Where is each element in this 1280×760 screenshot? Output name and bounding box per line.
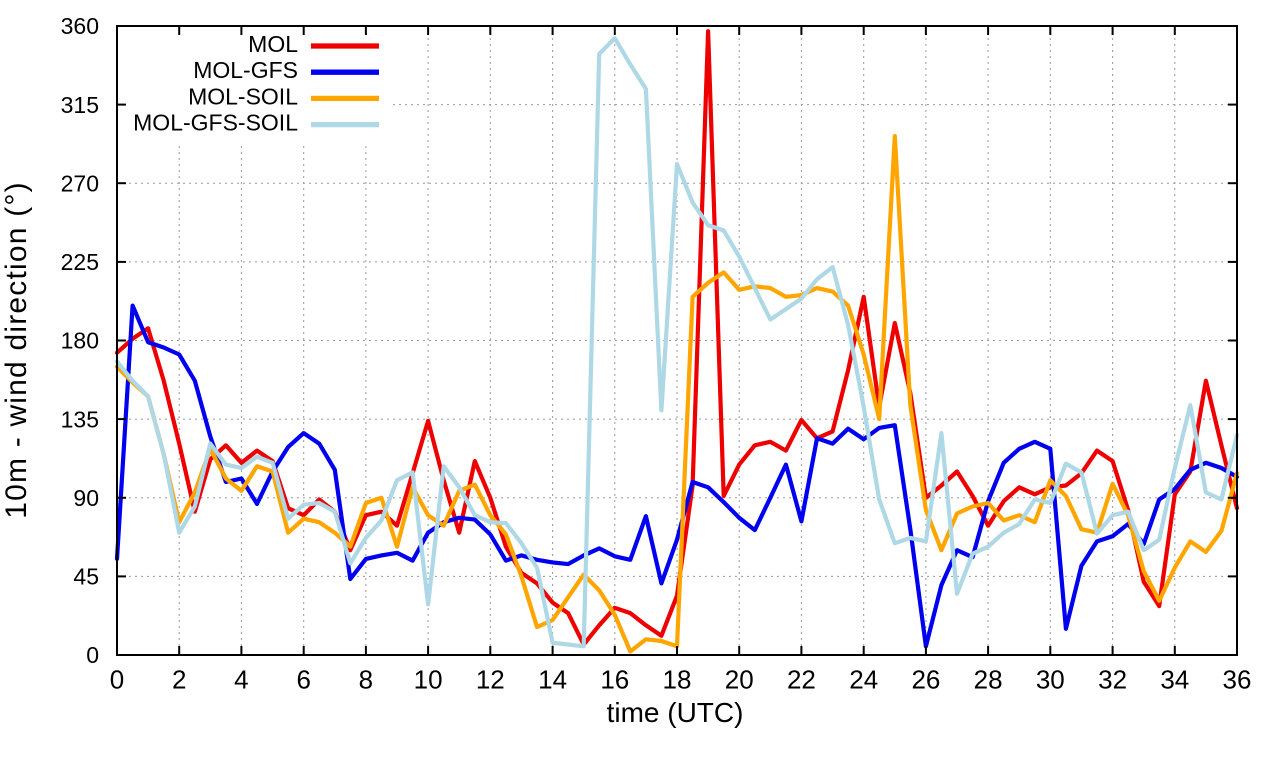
svg-text:4: 4 [234,665,248,695]
svg-text:12: 12 [476,665,505,695]
svg-text:36: 36 [1223,665,1252,695]
svg-text:28: 28 [974,665,1003,695]
svg-text:6: 6 [296,665,310,695]
svg-text:18: 18 [663,665,692,695]
svg-text:time (UTC): time (UTC) [607,697,744,728]
svg-text:8: 8 [359,665,373,695]
svg-text:34: 34 [1160,665,1189,695]
svg-text:360: 360 [61,13,99,39]
svg-text:26: 26 [911,665,940,695]
svg-text:315: 315 [61,92,99,118]
svg-text:14: 14 [538,665,567,695]
svg-text:MOL-GFS: MOL-GFS [193,57,298,83]
svg-text:0: 0 [86,642,99,668]
svg-text:MOL-GFS-SOIL: MOL-GFS-SOIL [133,110,298,136]
svg-text:10: 10 [414,665,443,695]
svg-text:22: 22 [787,665,816,695]
svg-text:45: 45 [73,564,99,590]
svg-text:20: 20 [725,665,754,695]
svg-text:32: 32 [1098,665,1127,695]
svg-text:24: 24 [849,665,878,695]
svg-text:90: 90 [73,485,99,511]
svg-text:2: 2 [172,665,186,695]
svg-text:180: 180 [61,328,99,354]
svg-text:135: 135 [61,406,99,432]
svg-text:225: 225 [61,249,99,275]
svg-text:270: 270 [61,170,99,196]
svg-text:MOL: MOL [248,31,298,57]
svg-text:0: 0 [110,665,124,695]
svg-text:16: 16 [600,665,629,695]
svg-text:10m - wind direction (°): 10m - wind direction (°) [0,181,33,519]
svg-text:30: 30 [1036,665,1065,695]
svg-text:MOL-SOIL: MOL-SOIL [188,83,298,109]
